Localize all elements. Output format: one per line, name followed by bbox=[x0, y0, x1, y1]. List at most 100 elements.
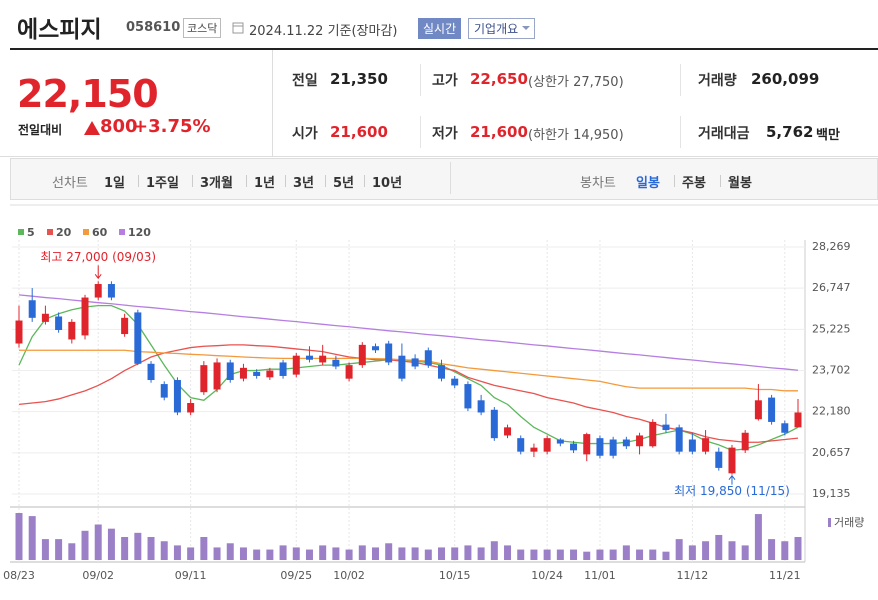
candle-body bbox=[292, 355, 300, 375]
divider bbox=[420, 64, 421, 96]
candle-body bbox=[213, 362, 221, 390]
volume-bar bbox=[636, 549, 644, 560]
volume-bar bbox=[490, 541, 498, 560]
candle-body bbox=[160, 384, 168, 398]
divider bbox=[680, 64, 681, 96]
volume-bar bbox=[570, 549, 578, 560]
candle-body bbox=[226, 362, 234, 381]
candle-body bbox=[583, 434, 591, 455]
ma-line bbox=[19, 349, 798, 392]
volume-bar bbox=[622, 545, 630, 560]
candle-body bbox=[15, 320, 23, 344]
market-badge: 코스닥 bbox=[183, 18, 222, 38]
volume-bar bbox=[200, 536, 208, 560]
volume-bar bbox=[517, 549, 525, 560]
divider bbox=[0, 156, 878, 157]
cell-note: (하한가 14,950) bbox=[528, 128, 624, 143]
x-tick-label: 09/25 bbox=[280, 569, 312, 582]
candle-body bbox=[794, 412, 802, 428]
legend-label: 20 bbox=[56, 226, 72, 239]
candle-body bbox=[28, 300, 36, 318]
candle-body bbox=[688, 439, 696, 452]
x-tick-label: 10/24 bbox=[531, 569, 563, 582]
tab-sep bbox=[325, 175, 326, 187]
candle-body bbox=[768, 397, 776, 422]
up-triangle bbox=[84, 121, 100, 135]
volume-bar bbox=[596, 549, 604, 560]
candle-body bbox=[81, 297, 89, 336]
cell-value: 21,600 bbox=[330, 123, 388, 141]
realtime-button[interactable]: 실시간 bbox=[418, 18, 462, 39]
candle-body bbox=[596, 438, 604, 456]
tab[interactable]: 3개월 bbox=[200, 176, 233, 191]
candle-body bbox=[173, 380, 181, 413]
tab[interactable]: 1주일 bbox=[146, 176, 179, 191]
candle-body bbox=[358, 344, 366, 366]
x-tick-label: 11/01 bbox=[584, 569, 616, 582]
volume-bar bbox=[781, 541, 789, 560]
y-tick-label: 26,747 bbox=[812, 281, 851, 294]
volume-bar bbox=[160, 541, 168, 560]
divider bbox=[420, 116, 421, 148]
x-tick-label: 11/21 bbox=[769, 569, 801, 582]
volume-bar bbox=[55, 539, 63, 560]
volume-bar bbox=[530, 549, 538, 560]
candle-body bbox=[662, 424, 670, 431]
tab-sep bbox=[138, 175, 139, 187]
volume-bar bbox=[794, 536, 802, 560]
cell-label: 전일 bbox=[292, 73, 318, 89]
volume-bar bbox=[266, 549, 274, 560]
cell-unit: 백만 bbox=[816, 128, 840, 143]
tab[interactable]: 10년 bbox=[372, 176, 403, 191]
tab-sep bbox=[364, 175, 365, 187]
candle-body bbox=[649, 421, 657, 447]
candle-body bbox=[305, 355, 313, 360]
candle-body bbox=[371, 346, 379, 351]
volume-bar bbox=[675, 539, 683, 560]
x-tick-label: 10/02 bbox=[333, 569, 365, 582]
volume-bar bbox=[68, 543, 76, 560]
candle-body bbox=[107, 284, 115, 298]
change: 800 bbox=[100, 116, 138, 137]
tab[interactable]: 5년 bbox=[333, 176, 355, 191]
volume-bar bbox=[239, 547, 247, 560]
cell-value: 260,099 bbox=[751, 70, 820, 88]
high-arrow bbox=[94, 265, 102, 280]
candle-body bbox=[319, 355, 327, 363]
volume-bar bbox=[345, 549, 353, 560]
legend-label: 5 bbox=[27, 226, 35, 239]
high-annotation: 최고 27,000 (09/03) bbox=[40, 250, 156, 264]
candle-body bbox=[398, 355, 406, 379]
tab[interactable]: 1년 bbox=[254, 176, 276, 191]
change-label: 전일대비 bbox=[18, 123, 63, 137]
tab[interactable]: 주봉 bbox=[682, 176, 706, 191]
tab[interactable]: 3년 bbox=[293, 176, 315, 191]
volume-bar bbox=[121, 536, 129, 560]
cell-note: (상한가 27,750) bbox=[528, 75, 624, 90]
candle-body bbox=[636, 435, 644, 447]
tab-sep bbox=[246, 175, 247, 187]
candle-body bbox=[266, 370, 274, 378]
volume-bar bbox=[543, 549, 551, 560]
legend-swatch bbox=[119, 229, 125, 235]
x-tick-label: 11/12 bbox=[677, 569, 709, 582]
volume-bar bbox=[358, 545, 366, 560]
volume-bar bbox=[173, 545, 181, 560]
volume-bar bbox=[279, 545, 287, 560]
candle-body bbox=[451, 378, 459, 386]
volume-bar bbox=[715, 534, 723, 560]
candle-body bbox=[556, 439, 564, 444]
tab[interactable]: 1일 bbox=[104, 176, 126, 191]
candle-body bbox=[187, 403, 195, 413]
candle-body bbox=[504, 427, 512, 436]
volume-bar bbox=[292, 547, 300, 560]
company-button[interactable]: 기업개요 bbox=[468, 18, 536, 39]
tab[interactable]: 월봉 bbox=[728, 176, 752, 191]
cell-label: 시가 bbox=[292, 126, 318, 142]
volume-bar bbox=[15, 513, 23, 560]
candle-body bbox=[464, 384, 472, 409]
tab[interactable]: 일봉 bbox=[636, 176, 660, 191]
volume-bar bbox=[688, 545, 696, 560]
